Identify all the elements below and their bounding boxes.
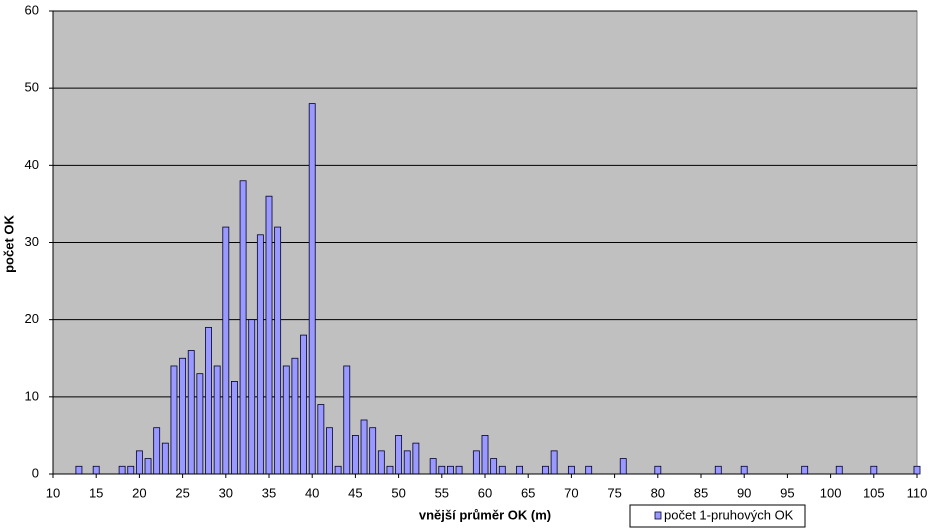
x-tick-label: 30 (219, 485, 233, 500)
x-tick-label: 100 (820, 485, 842, 500)
bar (239, 180, 247, 475)
x-tick-label: 50 (391, 485, 405, 500)
bar (274, 226, 282, 475)
x-tick-label: 25 (175, 485, 189, 500)
bar (291, 357, 299, 475)
x-tick-label: 95 (780, 485, 794, 500)
y-tick-label: 50 (25, 80, 39, 95)
bar (222, 226, 230, 475)
bar (801, 465, 809, 475)
x-tick-label: 35 (262, 485, 276, 500)
bar (326, 427, 333, 475)
x-tick-label: 105 (863, 485, 885, 500)
bar (403, 450, 411, 475)
bar (516, 465, 523, 475)
bar (213, 365, 221, 475)
bar (187, 350, 195, 475)
x-tick-label: 60 (478, 485, 492, 500)
bar (447, 465, 454, 475)
y-tick-label: 40 (25, 157, 39, 172)
bar (369, 427, 377, 475)
x-axis-title: vnější průměr OK (m) (419, 507, 551, 522)
bar (118, 465, 126, 475)
bar (317, 404, 325, 475)
bar (567, 465, 575, 475)
bar (740, 465, 748, 475)
bar (334, 465, 342, 475)
x-tick-label: 110 (907, 485, 928, 500)
bar (351, 435, 359, 475)
bar (135, 450, 143, 475)
bar (542, 465, 549, 475)
bar (282, 365, 290, 475)
bar (196, 373, 204, 475)
legend (629, 504, 806, 528)
bar (870, 465, 878, 475)
bar (395, 435, 403, 475)
y-tick-label: 10 (25, 388, 39, 403)
x-tick-label: 75 (607, 485, 621, 500)
x-tick-label: 65 (521, 485, 535, 500)
x-tick-label: 10 (46, 485, 60, 500)
bar (308, 103, 316, 475)
bar (300, 334, 307, 475)
y-tick-label: 0 (32, 465, 39, 480)
bar (127, 465, 135, 475)
legend-label: počet 1-pruhových OK (664, 507, 794, 522)
bar (654, 465, 662, 475)
bar (585, 465, 593, 475)
bar (835, 465, 843, 475)
x-tick-label: 20 (132, 485, 146, 500)
x-tick-label: 70 (564, 485, 578, 500)
bar (170, 365, 178, 475)
bar (481, 435, 489, 475)
x-tick-label: 80 (651, 485, 665, 500)
x-tick-label: 15 (89, 485, 103, 500)
bar (144, 458, 152, 475)
x-tick-label: 90 (737, 485, 751, 500)
bar (377, 450, 385, 475)
bar (913, 465, 921, 475)
y-tick-label: 30 (25, 234, 39, 249)
bar (472, 450, 480, 475)
bar (714, 465, 722, 475)
bar (550, 450, 558, 475)
bar (179, 357, 187, 475)
bar (153, 427, 161, 475)
bar (386, 465, 394, 475)
y-tick-label: 60 (25, 2, 39, 17)
x-tick-label: 40 (305, 485, 319, 500)
bar (256, 234, 264, 475)
bar (360, 419, 368, 475)
bar (205, 326, 212, 475)
bar (619, 458, 627, 475)
x-tick-label: 45 (348, 485, 362, 500)
bar (438, 465, 446, 475)
bar (498, 465, 506, 475)
bar (161, 442, 169, 475)
bar (490, 458, 498, 475)
bar (248, 319, 256, 475)
y-axis-title: počet OK (1, 215, 16, 273)
bar (231, 380, 238, 475)
bar (75, 465, 83, 475)
x-tick-label: 55 (435, 485, 449, 500)
bar (429, 458, 437, 475)
bar (265, 195, 273, 475)
legend-swatch (654, 511, 662, 520)
x-tick-label: 85 (694, 485, 708, 500)
bar (92, 465, 100, 475)
bar (343, 365, 351, 475)
y-tick-label: 20 (25, 311, 39, 326)
bar (412, 442, 420, 475)
bar (455, 465, 463, 475)
